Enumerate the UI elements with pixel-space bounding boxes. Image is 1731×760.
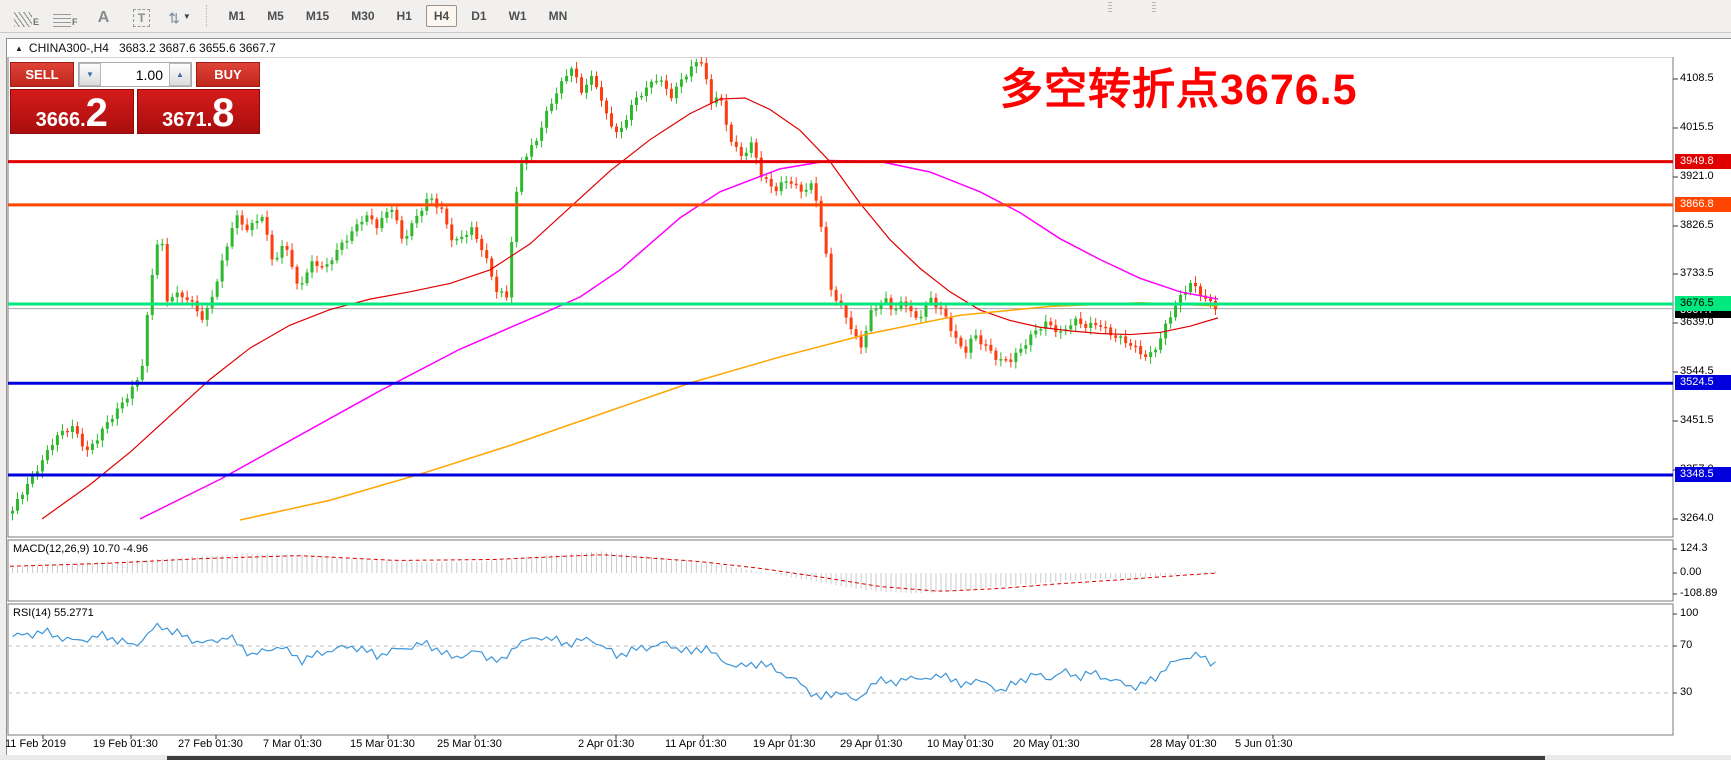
sell-price-main: 3666: [35, 109, 81, 131]
hline-price-badge: 3949.8: [1675, 153, 1731, 169]
rsi-axis-label: 100: [1680, 607, 1699, 619]
date-axis-label: 19 Apr 01:30: [753, 738, 816, 750]
timeframe-button-M1[interactable]: M1: [228, 9, 246, 23]
arrow-objects-tool[interactable]: ⇅ ▼: [168, 5, 192, 27]
arrows-icon: ⇅: [168, 10, 180, 26]
buy-price-panel[interactable]: 3671. 8: [136, 89, 260, 136]
sell-button[interactable]: SELL: [10, 62, 74, 87]
price-axis-label: 3451.5: [1680, 414, 1714, 426]
hline-price-badge: 3866.8: [1675, 196, 1731, 212]
macd-axis-label: 124.3: [1680, 542, 1708, 554]
text-label-tool-icon[interactable]: A: [92, 5, 116, 27]
ohlc-values: 3683.2 3687.6 3655.6 3667.7: [118, 41, 276, 55]
rsi-label: RSI(14) 55.2771: [13, 607, 94, 619]
price-axis-label: 3826.5: [1680, 219, 1714, 231]
one-click-trading-panel: SELL ▼ ▲ BUY 3666.2 3671.8: [10, 62, 260, 134]
price-axis-label: 3264.0: [1680, 512, 1714, 524]
symbol-timeframe-label: CHINA300-,H4: [28, 41, 109, 55]
sell-price-dot: .: [80, 109, 86, 131]
timeframe-button-D1[interactable]: D1: [471, 9, 487, 23]
timeframe-button-M5[interactable]: M5: [267, 9, 284, 23]
icon-sub-f: F: [72, 17, 78, 27]
date-axis-label: 28 May 01:30: [1150, 738, 1217, 750]
icon-sub-e: E: [33, 17, 40, 27]
chevron-down-icon: ▼: [182, 11, 191, 21]
macd-axis-label: -108.89: [1680, 587, 1718, 599]
timeframe-button-M30[interactable]: M30: [351, 9, 375, 23]
buy-price-pip: 8: [212, 91, 235, 136]
volume-decrease-button[interactable]: ▼: [79, 63, 101, 86]
price-axis-label: 3733.5: [1680, 267, 1714, 279]
buy-price-main: 3671: [162, 109, 207, 131]
macd-label: MACD(12,26,9) 10.70 -4.96: [13, 543, 149, 555]
price-axis-label: 3544.5: [1680, 365, 1714, 377]
toolbar-separator: [1152, 2, 1156, 12]
sell-price-panel[interactable]: 3666. 2: [10, 89, 134, 134]
hline-price-badge: 3348.5: [1675, 466, 1731, 482]
date-axis-label: 11 Apr 01:30: [665, 738, 727, 750]
timeframe-button-M15[interactable]: M15: [305, 9, 330, 23]
rsi-axis-label: 70: [1680, 639, 1693, 651]
toolbar-separator: [205, 5, 208, 27]
date-axis-label: 27 Feb 01:30: [178, 738, 243, 750]
price-axis-label: 4015.5: [1680, 121, 1714, 133]
date-axis-label: 15 Mar 01:30: [350, 738, 415, 750]
scrollbar-thumb[interactable]: [167, 756, 1545, 760]
hatch-lines-icon: [14, 12, 32, 27]
top-toolbar: E F A T ⇅ ▼ M1 M5 M15 M30 H1 H4 D1 W1 MN: [0, 0, 1731, 33]
timeframe-button-H4[interactable]: H4: [425, 5, 458, 27]
date-axis-label: 19 Feb 01:30: [93, 738, 158, 750]
timeframe-button-group: M1 M5 M15 M30 H1 H4 D1 W1 MN: [218, 5, 579, 27]
rsi-axis-label: 30: [1680, 686, 1693, 698]
sell-price-pip: 2: [85, 91, 108, 136]
macd-axis-label: 0.00: [1680, 566, 1702, 578]
date-axis-label: 10 May 01:30: [927, 738, 994, 750]
chart-window[interactable]: [6, 38, 1731, 756]
timeframe-button-H1[interactable]: H1: [396, 9, 412, 23]
fibo-lines-icon: [53, 12, 72, 27]
date-axis-label: 25 Mar 01:30: [437, 738, 502, 750]
date-axis-label: 2 Apr 01:30: [578, 738, 635, 750]
date-axis-label: 20 May 01:30: [1013, 738, 1080, 750]
price-axis-label: 4108.5: [1680, 72, 1714, 84]
indicator-draw-icon[interactable]: E: [14, 5, 39, 27]
letter-t-icon: T: [132, 9, 151, 27]
horizontal-scrollbar: [0, 755, 1731, 760]
date-axis-label: 5 Jun 01:30: [1235, 738, 1293, 750]
date-axis-label: 11 Feb 2019: [5, 738, 66, 750]
timeframe-button-W1[interactable]: W1: [508, 9, 527, 23]
buy-button[interactable]: BUY: [196, 62, 260, 87]
buy-price-dot: .: [206, 109, 213, 131]
fibonacci-tool-icon[interactable]: F: [53, 5, 78, 27]
date-axis-label: 7 Mar 01:30: [263, 738, 322, 750]
text-box-tool-icon[interactable]: T: [130, 5, 154, 27]
hline-price-badge: 3676.5: [1675, 296, 1731, 312]
price-axis-label: 3639.0: [1680, 316, 1714, 328]
volume-increase-button[interactable]: ▲: [169, 63, 191, 86]
price-axis-label: 3921.0: [1680, 170, 1714, 182]
hline-price-badge: 3524.5: [1675, 375, 1731, 391]
collapse-triangle-icon[interactable]: ▲: [15, 43, 23, 53]
volume-spinner: ▼ ▲: [78, 62, 192, 87]
letter-a-icon: A: [97, 9, 110, 26]
timeframe-button-MN[interactable]: MN: [548, 9, 568, 23]
chart-annotation-text: 多空转折点3676.5: [1000, 66, 1358, 114]
chart-symbol-header: ▲ CHINA300-,H4 3683.2 3687.6 3655.6 3667…: [7, 39, 1731, 57]
toolbar-separator: [1108, 2, 1112, 12]
date-axis-label: 29 Apr 01:30: [840, 738, 903, 750]
volume-input[interactable]: [101, 63, 169, 86]
